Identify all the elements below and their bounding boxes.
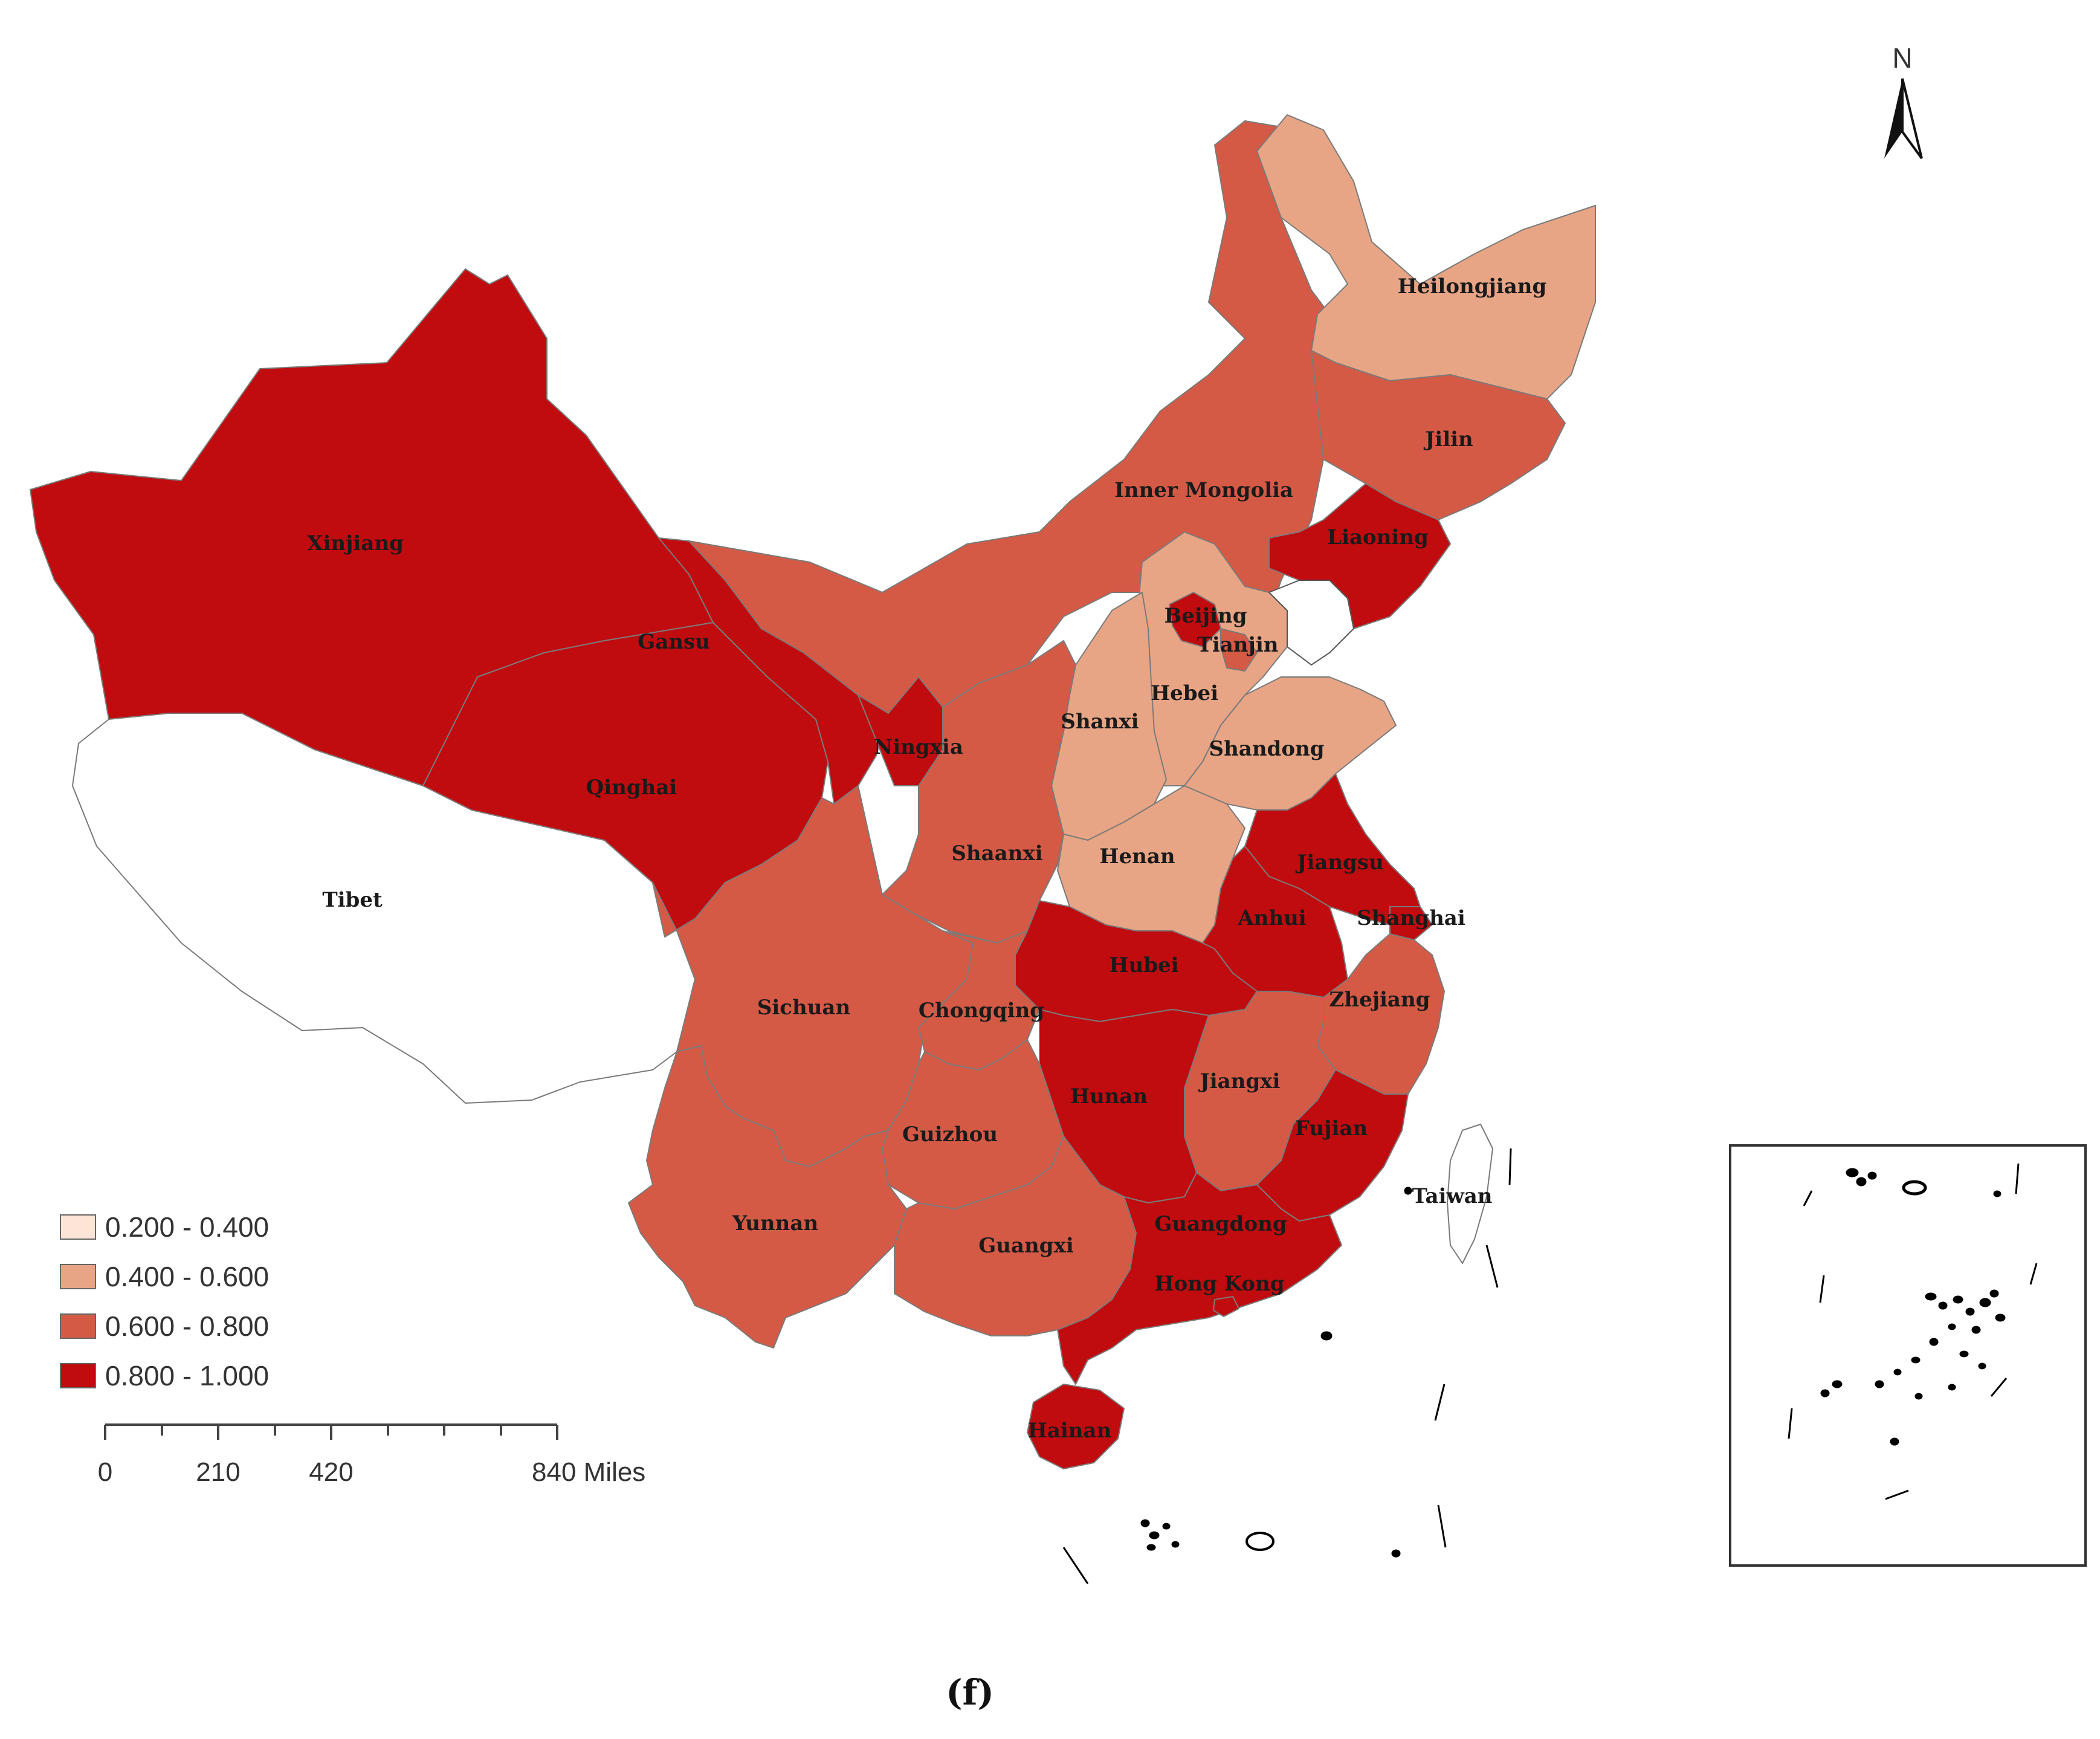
label-jiangxi: Jiangxi bbox=[1198, 1069, 1281, 1093]
province-hong-kong[interactable] bbox=[1213, 1296, 1239, 1317]
label-hong-kong: Hong Kong bbox=[1154, 1272, 1284, 1296]
legend-label-1: 0.200 - 0.400 bbox=[105, 1211, 269, 1243]
label-hebei: Hebei bbox=[1151, 681, 1218, 705]
province-tianjin[interactable] bbox=[1220, 628, 1258, 672]
label-liaoning: Liaoning bbox=[1327, 525, 1429, 549]
provinces bbox=[30, 114, 1596, 1469]
legend-swatch-4 bbox=[60, 1363, 96, 1388]
inset-frame bbox=[1729, 1144, 2087, 1567]
figure-caption: (f) bbox=[946, 1672, 994, 1713]
legend-swatch-2 bbox=[60, 1264, 96, 1289]
label-heilongjiang: Heilongjiang bbox=[1398, 274, 1547, 299]
label-zhejiang: Zhejiang bbox=[1329, 988, 1430, 1012]
label-guangdong: Guangdong bbox=[1154, 1212, 1287, 1236]
label-hubei: Hubei bbox=[1109, 953, 1178, 977]
label-tibet: Tibet bbox=[322, 888, 383, 912]
label-taiwan: Taiwan bbox=[1412, 1184, 1492, 1208]
label-yunnan: Yunnan bbox=[732, 1211, 818, 1235]
label-hainan: Hainan bbox=[1028, 1419, 1112, 1443]
south-china-sea-inset bbox=[1729, 1144, 2087, 1567]
legend-swatch-1 bbox=[60, 1214, 96, 1240]
north-arrow-outline bbox=[1901, 78, 1923, 160]
province-labels: Xinjiang Tibet Qinghai Gansu Inner Mongo… bbox=[307, 274, 1546, 1443]
label-shandong: Shandong bbox=[1209, 737, 1325, 761]
label-fujian: Fujian bbox=[1295, 1116, 1368, 1141]
label-tianjin: Tianjin bbox=[1197, 633, 1279, 657]
scale-labels: 0 210 420 840 Miles bbox=[98, 1457, 646, 1487]
label-chongqing: Chongqing bbox=[919, 999, 1044, 1023]
province-taiwan[interactable] bbox=[1447, 1124, 1493, 1264]
legend: 0.200 - 0.400 0.400 - 0.600 0.600 - 0.800 0… bbox=[60, 1211, 269, 1391]
label-guangxi: Guangxi bbox=[978, 1234, 1074, 1258]
scale-label-840: 840 Miles bbox=[532, 1457, 645, 1487]
province-shanghai[interactable] bbox=[1389, 906, 1433, 941]
legend-label-3: 0.600 - 0.800 bbox=[105, 1310, 269, 1342]
label-anhui: Anhui bbox=[1237, 906, 1307, 930]
north-arrow: N bbox=[1884, 42, 1923, 160]
label-shaanxi: Shaanxi bbox=[951, 841, 1042, 866]
label-sichuan: Sichuan bbox=[757, 996, 850, 1020]
label-jiangsu: Jiangsu bbox=[1295, 850, 1383, 875]
legend-swatch-3 bbox=[60, 1313, 96, 1339]
label-shanghai: Shanghai bbox=[1357, 906, 1465, 930]
label-guizhou: Guizhou bbox=[902, 1122, 998, 1147]
label-jilin: Jilin bbox=[1423, 427, 1473, 452]
province-heilongjiang[interactable] bbox=[1256, 114, 1596, 400]
label-ningxia: Ningxia bbox=[874, 735, 963, 759]
label-qinghai: Qinghai bbox=[586, 776, 677, 800]
scale-label-210: 210 bbox=[196, 1457, 240, 1487]
scale-label-0: 0 bbox=[98, 1457, 112, 1487]
legend-label-4: 0.800 - 1.000 bbox=[105, 1360, 269, 1391]
label-beijing: Beijing bbox=[1165, 604, 1247, 628]
north-arrow-icon bbox=[1884, 79, 1902, 158]
coastal-islands bbox=[1062, 1148, 1512, 1584]
label-hunan: Hunan bbox=[1070, 1084, 1148, 1109]
province-hainan[interactable] bbox=[1027, 1384, 1125, 1469]
label-henan: Henan bbox=[1099, 844, 1175, 869]
legend-label-2: 0.400 - 0.600 bbox=[105, 1261, 269, 1292]
label-gansu: Gansu bbox=[638, 630, 710, 654]
label-shanxi: Shanxi bbox=[1061, 710, 1139, 734]
label-xinjiang: Xinjiang bbox=[307, 531, 404, 555]
scale-bar bbox=[104, 1423, 558, 1440]
province-yunnan[interactable] bbox=[628, 1045, 907, 1349]
scale-label-420: 420 bbox=[309, 1457, 353, 1487]
bohai-sea bbox=[1268, 580, 1355, 666]
province-beijing[interactable] bbox=[1169, 592, 1221, 647]
north-label: N bbox=[1892, 42, 1912, 74]
label-inner-mongolia: Inner Mongolia bbox=[1114, 478, 1293, 502]
